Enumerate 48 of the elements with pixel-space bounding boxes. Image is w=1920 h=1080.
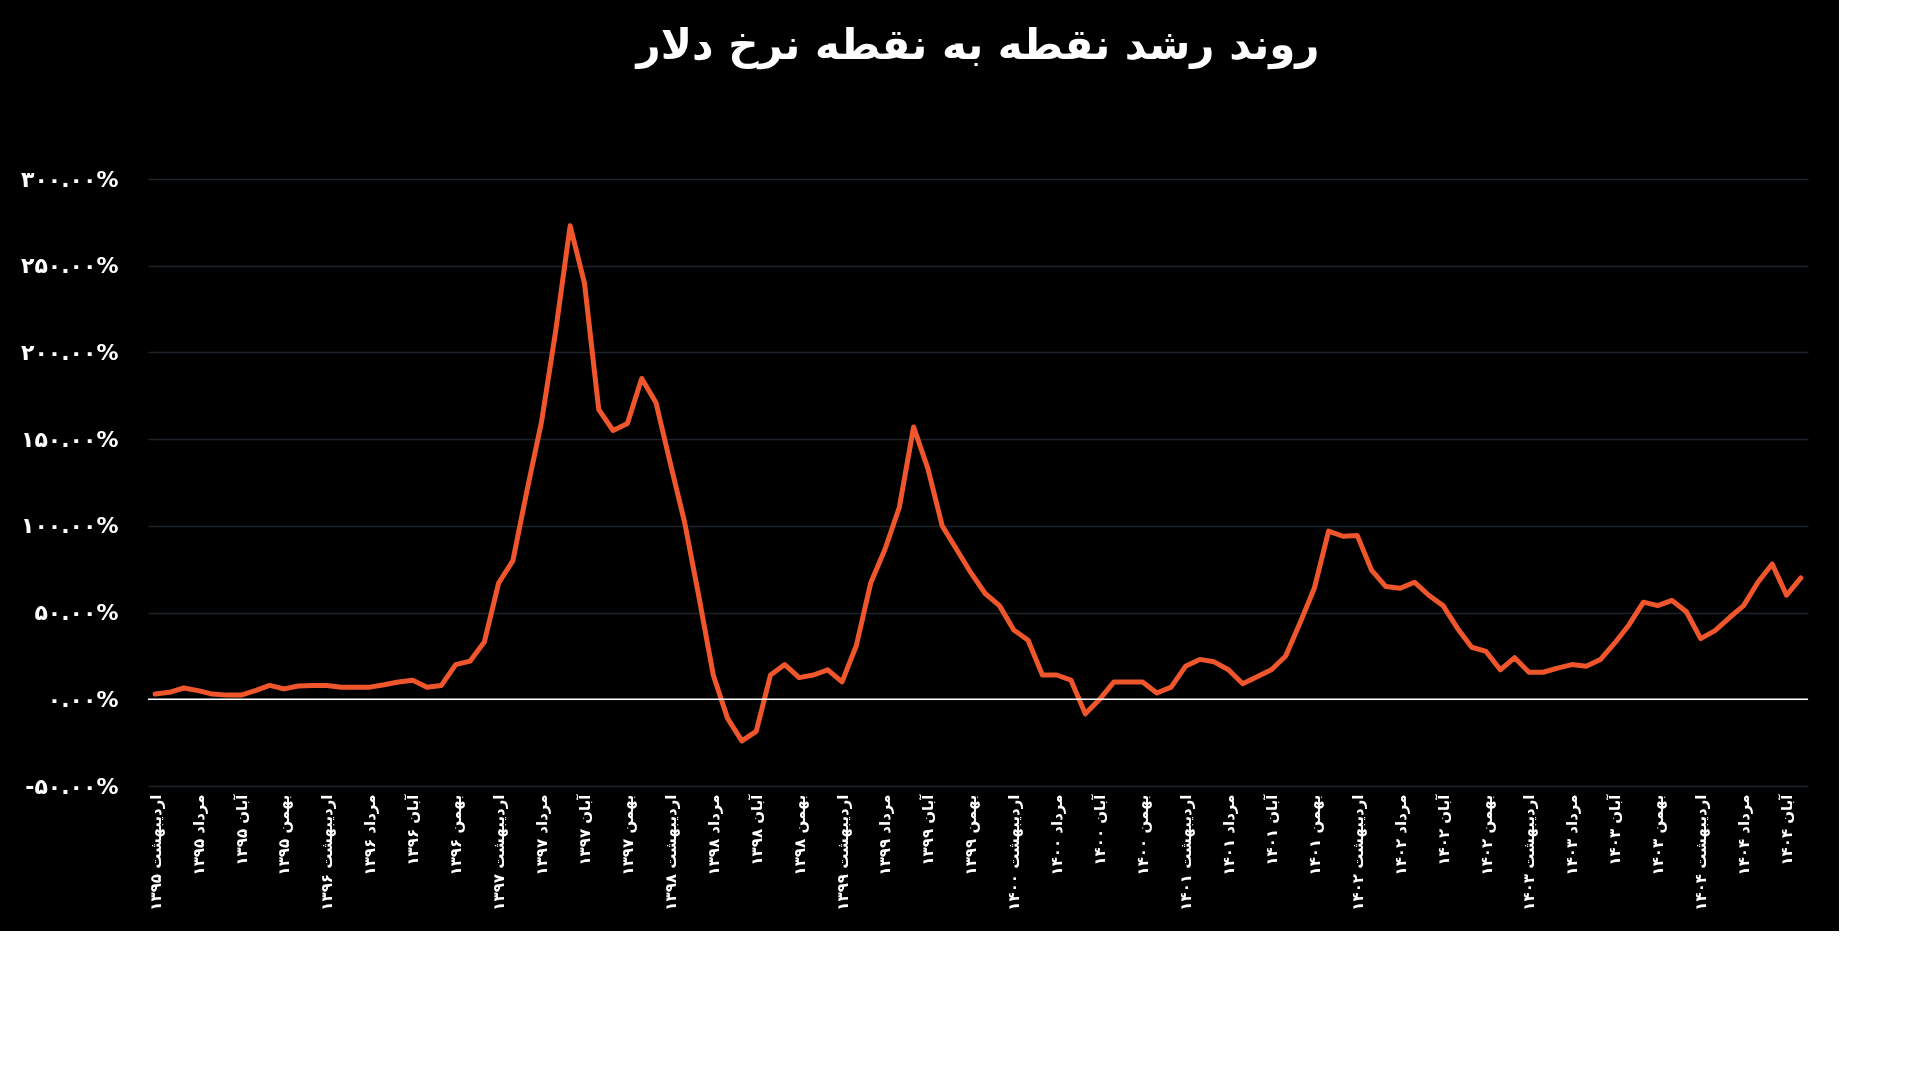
x-tick-label: مرداد ۱۴۰۱ bbox=[1219, 794, 1238, 876]
x-tick-label: آبان ۱۳۹۷ bbox=[575, 793, 594, 866]
chart-title: روند رشد نقطه به نقطه نرخ دلار bbox=[634, 20, 1320, 70]
x-tick-label: اردیبهشت ۱۴۰۲ bbox=[1348, 794, 1367, 911]
x-tick-label: بهمن ۱۴۰۲ bbox=[1477, 794, 1496, 876]
x-tick-label: اردیبهشت ۱۴۰۳ bbox=[1520, 794, 1539, 911]
x-tick-label: بهمن ۱۳۹۷ bbox=[618, 794, 637, 876]
x-tick-label: آبان ۱۳۹۸ bbox=[747, 793, 766, 866]
x-tick-label: بهمن ۱۴۰۳ bbox=[1649, 794, 1668, 876]
x-tick-label: مرداد ۱۴۰۲ bbox=[1391, 794, 1410, 876]
y-tick-label: ۱۵۰.۰۰% bbox=[20, 426, 119, 452]
x-tick-label: آبان ۱۴۰۰ bbox=[1091, 793, 1110, 866]
x-tick-label: اردیبهشت ۱۳۹۹ bbox=[833, 794, 852, 911]
x-tick-label: آبان ۱۴۰۱ bbox=[1262, 793, 1281, 866]
x-tick-label: اردیبهشت ۱۴۰۱ bbox=[1177, 794, 1195, 911]
x-tick-label: بهمن ۱۳۹۸ bbox=[790, 794, 809, 876]
x-tick-label: آبان ۱۳۹۹ bbox=[919, 793, 938, 866]
x-tick-label: مرداد ۱۳۹۷ bbox=[533, 794, 552, 876]
x-tick-label: مرداد ۱۴۰۴ bbox=[1735, 794, 1754, 876]
x-tick-label: اردیبهشت ۱۳۹۸ bbox=[661, 794, 680, 911]
y-tick-label: ۲۰۰.۰۰% bbox=[20, 339, 119, 365]
x-tick-label: بهمن ۱۳۹۹ bbox=[962, 794, 981, 876]
x-tick-label: مرداد ۱۳۹۶ bbox=[361, 794, 380, 876]
x-tick-label: اردیبهشت ۱۳۹۵ bbox=[146, 794, 165, 911]
y-tick-label: ۲۵۰.۰۰% bbox=[20, 253, 119, 279]
x-tick-label: بهمن ۱۴۰۰ bbox=[1134, 794, 1153, 876]
x-tick-label: بهمن ۱۳۹۶ bbox=[447, 794, 466, 876]
x-tick-label: اردیبهشت ۱۳۹۷ bbox=[490, 794, 509, 911]
x-tick-label: اردیبهشت ۱۳۹۶ bbox=[318, 794, 337, 911]
x-tick-label: مرداد ۱۳۹۸ bbox=[704, 794, 723, 876]
x-tick-label: بهمن ۱۴۰۱ bbox=[1305, 794, 1324, 876]
x-tick-label: مرداد ۱۳۹۹ bbox=[876, 794, 895, 876]
x-tick-label: اردیبهشت ۱۴۰۰ bbox=[1005, 794, 1024, 911]
x-tick-label: آبان ۱۴۰۳ bbox=[1606, 793, 1625, 866]
y-tick-label: ۵۰.۰۰% bbox=[34, 600, 119, 626]
x-tick-label: مرداد ۱۴۰۰ bbox=[1048, 794, 1067, 876]
y-tick-label: -۵۰.۰۰% bbox=[25, 773, 119, 799]
x-tick-label: مرداد ۱۳۹۵ bbox=[189, 794, 208, 876]
y-tick-label: ۱۰۰.۰۰% bbox=[20, 513, 119, 539]
y-tick-label: ۰.۰۰% bbox=[47, 686, 119, 712]
x-tick-label: آبان ۱۳۹۵ bbox=[232, 793, 251, 866]
x-tick-label: آبان ۱۴۰۲ bbox=[1434, 793, 1453, 866]
x-tick-label: مرداد ۱۴۰۳ bbox=[1563, 794, 1582, 876]
x-tick-label: اردیبهشت ۱۴۰۴ bbox=[1692, 794, 1711, 911]
y-tick-label: ۳۰۰.۰۰% bbox=[20, 166, 119, 192]
x-tick-label: آبان ۱۳۹۶ bbox=[404, 793, 423, 866]
x-tick-label: بهمن ۱۳۹۵ bbox=[275, 794, 294, 876]
x-tick-label: آبان ۱۴۰۴ bbox=[1778, 793, 1797, 866]
